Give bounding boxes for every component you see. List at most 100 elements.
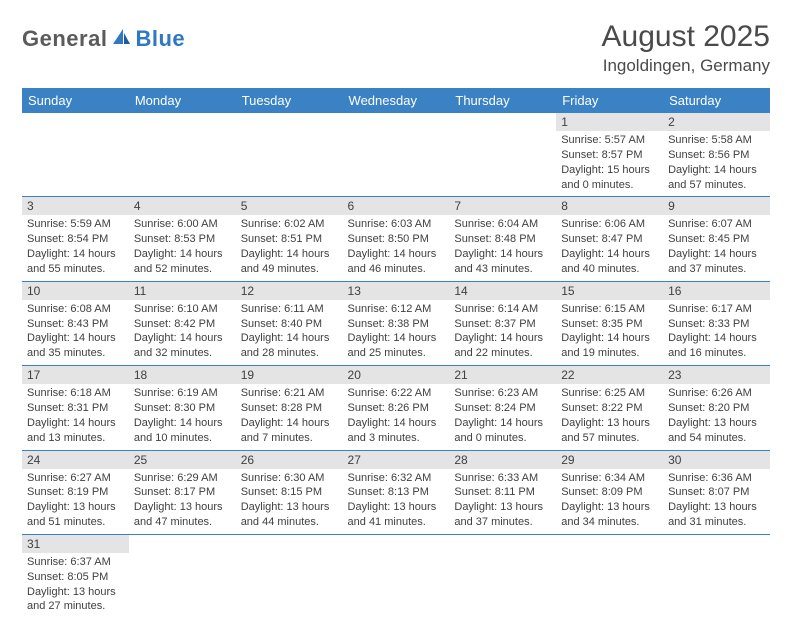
sunset-text: Sunset: 8:57 PM: [561, 148, 658, 163]
day-number: 19: [236, 366, 343, 384]
sunset-text: Sunset: 8:19 PM: [27, 485, 124, 500]
day-number: 13: [343, 282, 450, 300]
daylight-text: Daylight: 14 hours and 16 minutes.: [668, 331, 765, 361]
sunrise-text: Sunrise: 6:33 AM: [454, 471, 551, 486]
day-content: Sunrise: 6:27 AMSunset: 8:19 PMDaylight:…: [22, 469, 129, 534]
daylight-text: Daylight: 14 hours and 0 minutes.: [454, 416, 551, 446]
daylight-text: Daylight: 13 hours and 44 minutes.: [241, 500, 338, 530]
sunrise-text: Sunrise: 6:14 AM: [454, 302, 551, 317]
day-content: Sunrise: 6:30 AMSunset: 8:15 PMDaylight:…: [236, 469, 343, 534]
sunrise-text: Sunrise: 6:29 AM: [134, 471, 231, 486]
day-number: 24: [22, 451, 129, 469]
calendar-week-row: 10Sunrise: 6:08 AMSunset: 8:43 PMDayligh…: [22, 281, 770, 365]
calendar-day-cell: 31Sunrise: 6:37 AMSunset: 8:05 PMDayligh…: [22, 534, 129, 618]
sunrise-text: Sunrise: 6:15 AM: [561, 302, 658, 317]
calendar-day-cell: 27Sunrise: 6:32 AMSunset: 8:13 PMDayligh…: [343, 450, 450, 534]
day-content: Sunrise: 6:08 AMSunset: 8:43 PMDaylight:…: [22, 300, 129, 365]
daylight-text: Daylight: 13 hours and 57 minutes.: [561, 416, 658, 446]
weekday-header: Wednesday: [343, 88, 450, 113]
sunrise-text: Sunrise: 6:18 AM: [27, 386, 124, 401]
day-content: Sunrise: 6:33 AMSunset: 8:11 PMDaylight:…: [449, 469, 556, 534]
daylight-text: Daylight: 15 hours and 0 minutes.: [561, 163, 658, 193]
calendar-day-cell: 15Sunrise: 6:15 AMSunset: 8:35 PMDayligh…: [556, 281, 663, 365]
calendar-day-cell: [236, 113, 343, 197]
sunrise-text: Sunrise: 6:00 AM: [134, 217, 231, 232]
calendar-week-row: 1Sunrise: 5:57 AMSunset: 8:57 PMDaylight…: [22, 113, 770, 197]
calendar-day-cell: 3Sunrise: 5:59 AMSunset: 8:54 PMDaylight…: [22, 197, 129, 281]
weekday-header: Sunday: [22, 88, 129, 113]
day-number: 14: [449, 282, 556, 300]
daylight-text: Daylight: 13 hours and 31 minutes.: [668, 500, 765, 530]
daylight-text: Daylight: 14 hours and 55 minutes.: [27, 247, 124, 277]
sunrise-text: Sunrise: 6:06 AM: [561, 217, 658, 232]
sunset-text: Sunset: 8:17 PM: [134, 485, 231, 500]
day-content: Sunrise: 6:04 AMSunset: 8:48 PMDaylight:…: [449, 215, 556, 280]
day-content: Sunrise: 6:12 AMSunset: 8:38 PMDaylight:…: [343, 300, 450, 365]
calendar-day-cell: 25Sunrise: 6:29 AMSunset: 8:17 PMDayligh…: [129, 450, 236, 534]
calendar-day-cell: 24Sunrise: 6:27 AMSunset: 8:19 PMDayligh…: [22, 450, 129, 534]
sunset-text: Sunset: 8:35 PM: [561, 317, 658, 332]
daylight-text: Daylight: 14 hours and 43 minutes.: [454, 247, 551, 277]
daylight-text: Daylight: 14 hours and 28 minutes.: [241, 331, 338, 361]
sunset-text: Sunset: 8:09 PM: [561, 485, 658, 500]
calendar-day-cell: 17Sunrise: 6:18 AMSunset: 8:31 PMDayligh…: [22, 366, 129, 450]
day-content: Sunrise: 5:57 AMSunset: 8:57 PMDaylight:…: [556, 131, 663, 196]
day-content: Sunrise: 6:18 AMSunset: 8:31 PMDaylight:…: [22, 384, 129, 449]
daylight-text: Daylight: 14 hours and 35 minutes.: [27, 331, 124, 361]
title-block: August 2025 Ingoldingen, Germany: [602, 20, 770, 76]
sunset-text: Sunset: 8:51 PM: [241, 232, 338, 247]
calendar-day-cell: 28Sunrise: 6:33 AMSunset: 8:11 PMDayligh…: [449, 450, 556, 534]
daylight-text: Daylight: 14 hours and 32 minutes.: [134, 331, 231, 361]
day-number: 27: [343, 451, 450, 469]
calendar-day-cell: 12Sunrise: 6:11 AMSunset: 8:40 PMDayligh…: [236, 281, 343, 365]
day-number: 22: [556, 366, 663, 384]
day-number: 3: [22, 197, 129, 215]
weekday-header: Tuesday: [236, 88, 343, 113]
sunrise-text: Sunrise: 6:11 AM: [241, 302, 338, 317]
day-number: 5: [236, 197, 343, 215]
sunset-text: Sunset: 8:11 PM: [454, 485, 551, 500]
calendar-week-row: 24Sunrise: 6:27 AMSunset: 8:19 PMDayligh…: [22, 450, 770, 534]
daylight-text: Daylight: 14 hours and 22 minutes.: [454, 331, 551, 361]
sunrise-text: Sunrise: 6:22 AM: [348, 386, 445, 401]
sunset-text: Sunset: 8:20 PM: [668, 401, 765, 416]
day-number: 15: [556, 282, 663, 300]
daylight-text: Daylight: 14 hours and 52 minutes.: [134, 247, 231, 277]
day-number: 4: [129, 197, 236, 215]
daylight-text: Daylight: 14 hours and 13 minutes.: [27, 416, 124, 446]
calendar-day-cell: 6Sunrise: 6:03 AMSunset: 8:50 PMDaylight…: [343, 197, 450, 281]
daylight-text: Daylight: 14 hours and 25 minutes.: [348, 331, 445, 361]
sunset-text: Sunset: 8:05 PM: [27, 570, 124, 585]
sunset-text: Sunset: 8:22 PM: [561, 401, 658, 416]
day-number: 8: [556, 197, 663, 215]
sunrise-text: Sunrise: 6:34 AM: [561, 471, 658, 486]
calendar-day-cell: [343, 113, 450, 197]
page-header: General Blue August 2025 Ingoldingen, Ge…: [22, 20, 770, 76]
calendar-day-cell: 7Sunrise: 6:04 AMSunset: 8:48 PMDaylight…: [449, 197, 556, 281]
calendar-week-row: 3Sunrise: 5:59 AMSunset: 8:54 PMDaylight…: [22, 197, 770, 281]
sunset-text: Sunset: 8:33 PM: [668, 317, 765, 332]
calendar-day-cell: 23Sunrise: 6:26 AMSunset: 8:20 PMDayligh…: [663, 366, 770, 450]
calendar-day-cell: [663, 534, 770, 618]
sunrise-text: Sunrise: 6:36 AM: [668, 471, 765, 486]
calendar-day-cell: 19Sunrise: 6:21 AMSunset: 8:28 PMDayligh…: [236, 366, 343, 450]
daylight-text: Daylight: 14 hours and 3 minutes.: [348, 416, 445, 446]
day-content: Sunrise: 6:07 AMSunset: 8:45 PMDaylight:…: [663, 215, 770, 280]
day-content: Sunrise: 6:00 AMSunset: 8:53 PMDaylight:…: [129, 215, 236, 280]
daylight-text: Daylight: 14 hours and 37 minutes.: [668, 247, 765, 277]
sunrise-text: Sunrise: 5:57 AM: [561, 133, 658, 148]
calendar-day-cell: 8Sunrise: 6:06 AMSunset: 8:47 PMDaylight…: [556, 197, 663, 281]
calendar-day-cell: 9Sunrise: 6:07 AMSunset: 8:45 PMDaylight…: [663, 197, 770, 281]
day-content: Sunrise: 6:37 AMSunset: 8:05 PMDaylight:…: [22, 553, 129, 618]
calendar-day-cell: 13Sunrise: 6:12 AMSunset: 8:38 PMDayligh…: [343, 281, 450, 365]
day-content: Sunrise: 5:58 AMSunset: 8:56 PMDaylight:…: [663, 131, 770, 196]
calendar-day-cell: [129, 113, 236, 197]
sunset-text: Sunset: 8:50 PM: [348, 232, 445, 247]
calendar-day-cell: [236, 534, 343, 618]
day-number: 10: [22, 282, 129, 300]
sunset-text: Sunset: 8:45 PM: [668, 232, 765, 247]
day-number: 16: [663, 282, 770, 300]
sunrise-text: Sunrise: 6:23 AM: [454, 386, 551, 401]
sunrise-text: Sunrise: 6:25 AM: [561, 386, 658, 401]
day-content: Sunrise: 5:59 AMSunset: 8:54 PMDaylight:…: [22, 215, 129, 280]
